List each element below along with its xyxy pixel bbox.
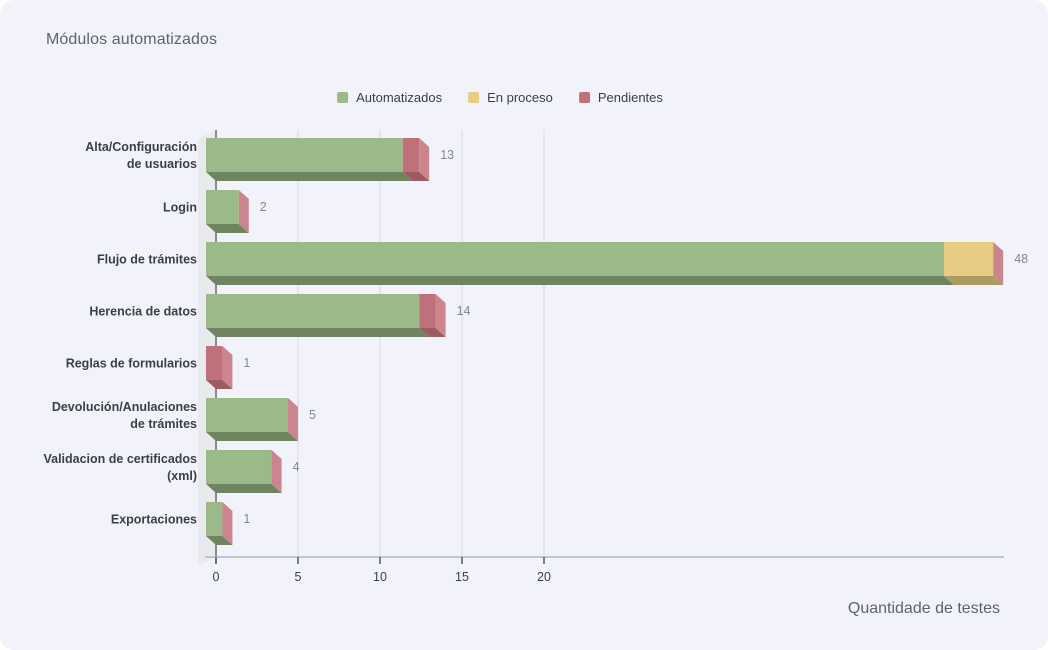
x-axis-title: Quantidade de testes bbox=[847, 600, 1000, 617]
value-label: 5 bbox=[309, 408, 316, 422]
value-label: 13 bbox=[440, 148, 454, 162]
bar-bottom-face bbox=[944, 276, 1004, 285]
bar-segment[interactable] bbox=[206, 294, 420, 328]
value-label: 14 bbox=[457, 304, 471, 318]
bar-segment[interactable] bbox=[206, 450, 272, 484]
bar-row[interactable] bbox=[206, 450, 282, 493]
bar-segment[interactable] bbox=[206, 398, 288, 432]
category-label: Herencia de datos bbox=[89, 305, 197, 319]
x-tick-label: 10 bbox=[373, 570, 387, 584]
bar-row[interactable] bbox=[206, 138, 430, 181]
bar-segment[interactable] bbox=[402, 138, 420, 172]
legend-swatch-automatizados bbox=[337, 92, 349, 103]
category-label: Login bbox=[163, 201, 197, 215]
bar-bottom-face bbox=[206, 432, 298, 441]
x-tick-label: 15 bbox=[455, 570, 469, 584]
x-tick-label: 5 bbox=[295, 570, 302, 584]
bar-bottom-face bbox=[206, 224, 249, 233]
bar-segment[interactable] bbox=[206, 138, 403, 172]
legend-swatch-en-proceso bbox=[468, 92, 480, 103]
bar-end-cap bbox=[993, 242, 1004, 285]
legend-swatch-pendientes bbox=[578, 92, 590, 103]
bar-bottom-face bbox=[206, 328, 430, 337]
bar-bottom-face bbox=[206, 276, 954, 285]
bar-row[interactable] bbox=[206, 242, 1004, 285]
x-tick-label: 0 bbox=[213, 570, 220, 584]
category-label: Flujo de trámites bbox=[97, 253, 197, 267]
bar-end-cap bbox=[419, 138, 430, 181]
bar-bottom-face bbox=[206, 380, 233, 389]
category-label: Devolución/Anulaciones de trámites bbox=[52, 400, 197, 431]
legend-label-en-proceso: En proceso bbox=[487, 90, 553, 105]
chart-title: Módulos automatizados bbox=[46, 31, 218, 48]
legend-label-automatizados: Automatizados bbox=[356, 90, 443, 105]
category-label: Alta/Configuración de usuarios bbox=[85, 140, 197, 171]
bar-row[interactable] bbox=[206, 502, 233, 545]
category-label: Exportaciones bbox=[111, 513, 197, 527]
bar-end-cap bbox=[435, 294, 446, 337]
bar-row[interactable] bbox=[206, 398, 298, 441]
bar-bottom-face bbox=[419, 328, 446, 337]
category-label: Reglas de formularios bbox=[66, 357, 197, 371]
value-label: 1 bbox=[243, 356, 250, 370]
bar-bottom-face bbox=[206, 172, 413, 181]
chart-legend: Automatizados En proceso Pendientes bbox=[337, 90, 663, 105]
legend-item-automatizados: Automatizados bbox=[337, 90, 442, 105]
bar-bottom-face bbox=[206, 536, 233, 545]
x-tick-label: 20 bbox=[537, 570, 551, 584]
value-label: 1 bbox=[243, 512, 250, 526]
legend-label-pendientes: Pendientes bbox=[597, 90, 663, 105]
bar-end-cap bbox=[222, 502, 233, 545]
value-label: 4 bbox=[293, 460, 300, 474]
bar-row[interactable] bbox=[206, 346, 233, 389]
bar-bottom-face bbox=[402, 172, 430, 181]
bar-end-cap bbox=[271, 450, 282, 493]
bar-segment[interactable] bbox=[206, 190, 239, 224]
bar-segment[interactable] bbox=[419, 294, 436, 328]
legend-item-en-proceso: En proceso bbox=[468, 90, 553, 105]
bar-bottom-face bbox=[206, 484, 282, 493]
bar-row[interactable] bbox=[206, 190, 249, 233]
bar-segment[interactable] bbox=[944, 242, 994, 276]
bar-segment[interactable] bbox=[206, 242, 944, 276]
bar-segment[interactable] bbox=[206, 502, 223, 536]
category-label: Validacion de certificados (xml) bbox=[43, 452, 197, 483]
value-label: 48 bbox=[1014, 252, 1028, 266]
bar-end-cap bbox=[238, 190, 249, 233]
bar-row[interactable] bbox=[206, 294, 446, 337]
bar-end-cap bbox=[222, 346, 233, 389]
legend-item-pendientes: Pendientes bbox=[578, 90, 663, 105]
bar-segment[interactable] bbox=[206, 346, 223, 380]
bar-end-cap bbox=[288, 398, 298, 441]
value-label: 2 bbox=[260, 200, 267, 214]
